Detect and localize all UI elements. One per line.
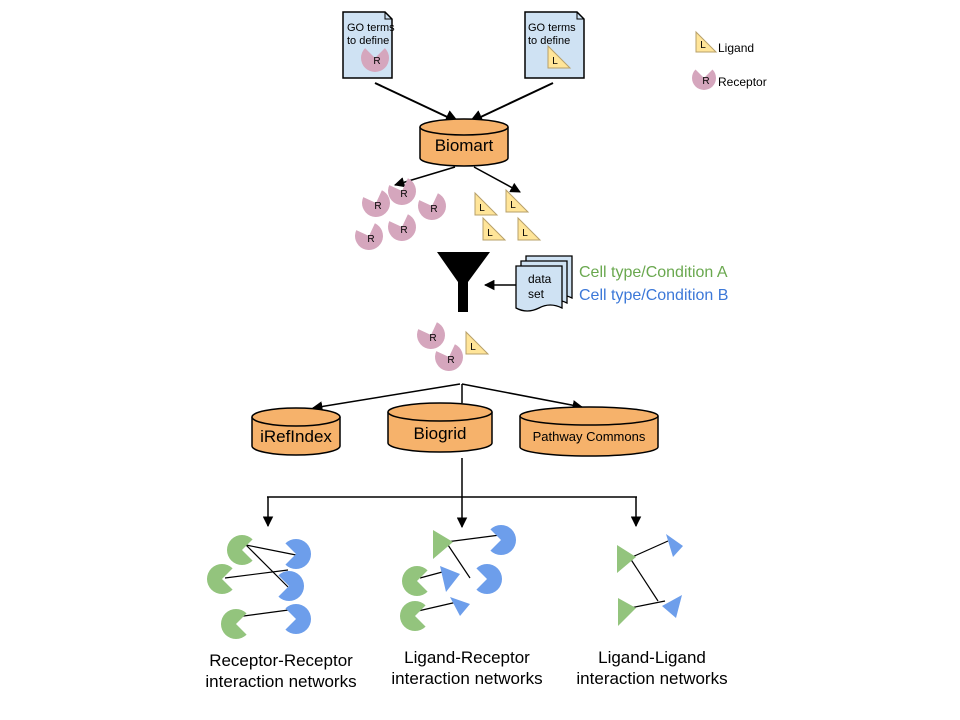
ll-blue-ligand-2 <box>662 595 682 618</box>
biogrid-label: Biogrid <box>413 424 467 443</box>
receptor-1-glyph: R <box>374 201 381 212</box>
receptor-5-glyph: R <box>400 225 407 236</box>
dataset-document-stack <box>515 255 573 312</box>
legend-ligand-label: Ligand <box>718 41 755 55</box>
lr-edge-1 <box>445 534 501 543</box>
doc-right-ligand-icon-glyph: L <box>552 56 558 67</box>
doc-right-line2: to define <box>528 35 571 47</box>
filtered-receptor-1-glyph: R <box>429 333 436 344</box>
rr-edge-4 <box>235 608 297 618</box>
receptor-3 <box>417 193 446 220</box>
filtered-receptor-1 <box>416 322 445 349</box>
rr-blue-node-3 <box>285 604 312 635</box>
filter-funnel-icon <box>437 252 490 312</box>
ll-blue-ligand-1 <box>666 534 683 557</box>
filtered-receptor-2-glyph: R <box>447 355 454 366</box>
legend-ligand-icon <box>695 30 718 53</box>
rr-edge-1 <box>245 544 297 556</box>
arrow-biomart-to-receptors <box>393 166 456 188</box>
doc-left-line1: GO terms <box>347 22 395 34</box>
lr-edge-2 <box>445 541 471 579</box>
legend-receptor-icon-glyph: R <box>702 76 709 87</box>
lr-blue-ligand-2 <box>450 597 470 616</box>
ligand-3-glyph: L <box>487 228 493 239</box>
filtered-ligand-1 <box>465 330 490 355</box>
ligand-4-glyph: L <box>522 228 528 239</box>
receptor-1 <box>361 190 390 217</box>
dataset-label-line2: set <box>528 287 545 301</box>
ligand-2 <box>505 188 530 213</box>
doc-right-line1: GO terms <box>528 22 576 34</box>
ligand-2-glyph: L <box>510 200 516 211</box>
lr-blue-receptor-2 <box>476 564 503 594</box>
ligand-ligand-line2: interaction networks <box>576 669 728 688</box>
rr-green-node-1 <box>226 535 253 565</box>
biomart-database <box>419 118 509 167</box>
ligand-3 <box>482 216 507 241</box>
pathway-commons-database <box>519 406 659 457</box>
arrow-doc-left-to-biomart <box>374 82 460 123</box>
receptor-2 <box>387 178 416 205</box>
doc-left-line2: to define <box>347 35 390 47</box>
arrow-doc-right-to-biomart <box>468 82 554 123</box>
doc-left-receptor-icon-glyph: R <box>373 56 380 67</box>
biogrid-database <box>387 402 493 453</box>
ll-edge-3 <box>629 600 666 609</box>
ligand-1-glyph: L <box>479 203 485 214</box>
arrow-to-pathway-commons <box>461 383 584 411</box>
legend-receptor-icon <box>692 69 717 90</box>
condition-a-label: Cell type/Condition A <box>579 264 728 281</box>
doc-right-ligand-icon <box>547 44 572 69</box>
pathway-commons-label: Pathway Commons <box>532 429 646 444</box>
biomart-label: Biomart <box>434 136 494 155</box>
receptor-2-glyph: R <box>400 189 407 200</box>
receptor-5 <box>387 214 416 241</box>
receptor-4 <box>354 223 383 250</box>
lr-green-ligand-1 <box>433 530 453 559</box>
receptor-4-glyph: R <box>367 234 374 245</box>
rr-edge-2 <box>245 544 289 588</box>
receptor-receptor-line1: Receptor-Receptor <box>209 651 353 670</box>
condition-b-label: Cell type/Condition B <box>579 287 729 304</box>
ligand-4 <box>517 216 542 241</box>
lr-blue-receptor-1 <box>490 525 517 555</box>
rr-blue-node-2 <box>278 571 305 602</box>
ligand-1 <box>474 191 499 216</box>
rr-edge-3 <box>224 569 289 579</box>
receptor-receptor-line2: interaction networks <box>205 672 357 691</box>
rr-blue-node-1 <box>285 539 312 570</box>
ll-green-ligand-1 <box>617 545 636 573</box>
arrow-biomart-to-ligands <box>473 166 521 193</box>
ll-edge-2 <box>629 557 659 602</box>
filtered-receptor-2 <box>434 344 463 371</box>
legend-ligand-icon-glyph: L <box>700 40 706 51</box>
arrow-to-irefindex <box>311 383 461 412</box>
ligand-receptor-line2: interaction networks <box>391 669 543 688</box>
dataset-label-line1: data <box>528 272 552 286</box>
ll-green-ligand-2 <box>618 598 636 626</box>
receptor-receptor-label: Receptor-Receptor interaction networks <box>181 650 381 692</box>
ligand-ligand-line1: Ligand-Ligand <box>598 648 706 667</box>
irefindex-database <box>251 407 341 456</box>
go-terms-document-right <box>524 11 585 79</box>
filtered-ligand-1-glyph: L <box>470 342 476 353</box>
irefindex-label: iRefIndex <box>260 427 332 446</box>
lr-edge-4 <box>417 601 458 612</box>
lr-green-receptor-1 <box>401 566 428 596</box>
receptor-3-glyph: R <box>430 204 437 215</box>
legend-receptor-label: Receptor <box>718 75 767 89</box>
rr-green-node-3 <box>220 609 247 639</box>
rr-green-node-2 <box>206 564 233 594</box>
lr-blue-ligand-1 <box>440 566 460 592</box>
ligand-ligand-label: Ligand-Ligand interaction networks <box>552 647 752 689</box>
ligand-receptor-label: Ligand-Receptor interaction networks <box>367 647 567 689</box>
lr-green-receptor-2 <box>399 601 426 631</box>
ll-edge-1 <box>629 540 669 559</box>
doc-left-receptor-icon <box>361 48 389 72</box>
ligand-receptor-line1: Ligand-Receptor <box>404 648 530 667</box>
